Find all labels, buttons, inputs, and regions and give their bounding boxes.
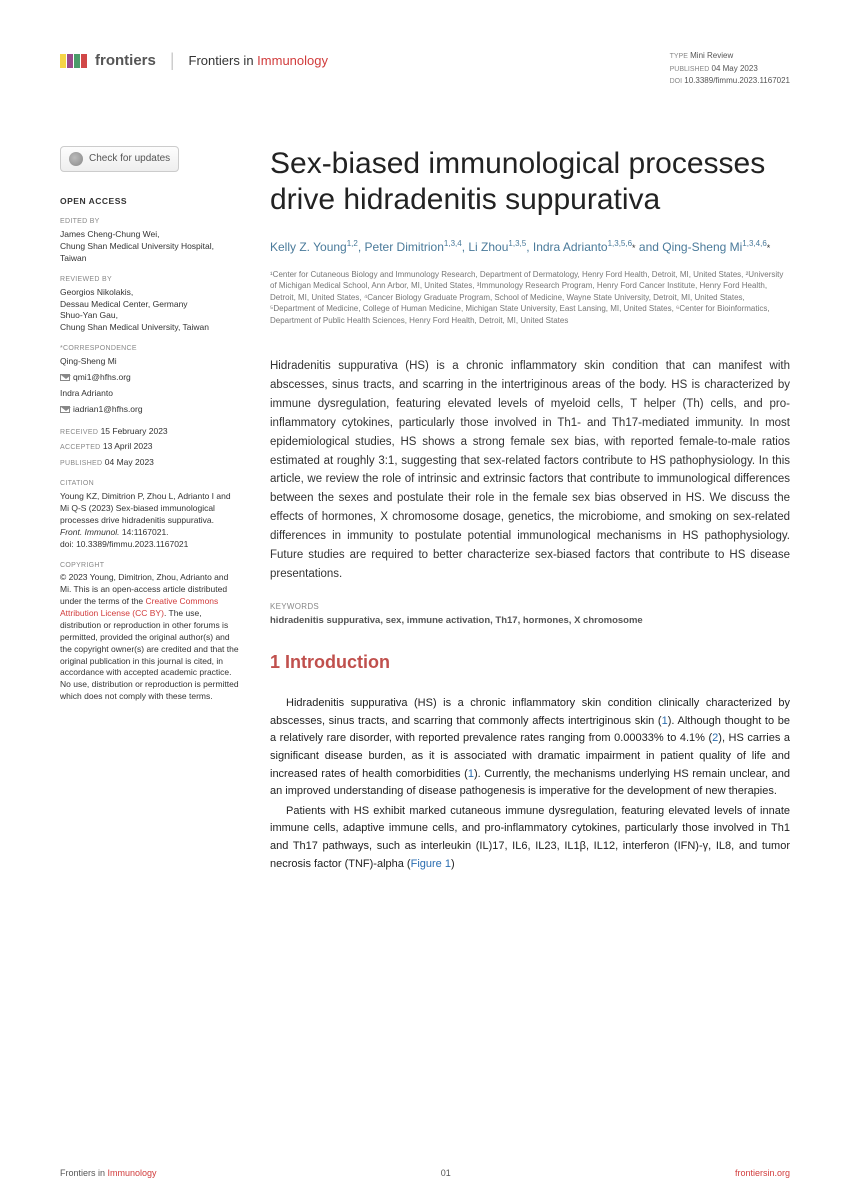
correspondent-1-name: Qing-Sheng Mi — [60, 356, 240, 368]
paragraph-1: Hidradenitis suppurativa (HS) is a chron… — [270, 695, 790, 801]
received-date: 15 February 2023 — [101, 426, 168, 436]
correspondent-2-email[interactable]: iadrian1@hfhs.org — [73, 404, 143, 414]
brand-block: frontiers | Frontiers in Immunology — [60, 50, 328, 71]
doi-value[interactable]: 10.3389/fimmu.2023.1167021 — [684, 76, 790, 85]
body-text: Hidradenitis suppurativa (HS) is a chron… — [270, 695, 790, 873]
open-access-heading: OPEN ACCESS — [60, 196, 240, 208]
authors-list: Kelly Z. Young1,2, Peter Dimitrion1,3,4,… — [270, 238, 790, 257]
page-number: 01 — [441, 1168, 451, 1178]
p2-post: ) — [451, 858, 455, 870]
reviewed-by-label: REVIEWED BY — [60, 275, 240, 285]
brand-name: frontiers — [95, 52, 156, 69]
citation-ref: 14:1167021. — [122, 527, 169, 537]
publication-meta: TYPE Mini Review PUBLISHED 04 May 2023 D… — [670, 50, 790, 88]
mail-icon — [60, 406, 70, 413]
page-header: frontiers | Frontiers in Immunology TYPE… — [60, 50, 790, 96]
refresh-icon — [69, 152, 83, 166]
footer-left: Frontiers in Immunology — [60, 1168, 157, 1178]
journal-suffix: Immunology — [257, 53, 328, 68]
correspondent-1-email[interactable]: qmi1@hfhs.org — [73, 372, 131, 382]
paragraph-2: Patients with HS exhibit marked cutaneou… — [270, 803, 790, 873]
affiliations: ¹Center for Cutaneous Biology and Immuno… — [270, 269, 790, 327]
type-value: Mini Review — [690, 51, 733, 60]
pub-date: 04 May 2023 — [105, 457, 154, 467]
correspondence-label: *CORRESPONDENCE — [60, 344, 240, 354]
type-label: TYPE — [670, 53, 688, 60]
check-updates-label: Check for updates — [89, 152, 170, 166]
footer-link[interactable]: frontiersin.org — [735, 1168, 790, 1178]
keywords-label: KEYWORDS — [270, 602, 790, 611]
abstract: Hidradenitis suppurativa (HS) is a chron… — [270, 357, 790, 585]
journal-prefix: Frontiers in — [189, 53, 258, 68]
keywords: hidradenitis suppurativa, sex, immune ac… — [270, 615, 790, 626]
published-value: 04 May 2023 — [712, 64, 758, 73]
reviewed-by: Georgios Nikolakis, Dessau Medical Cente… — [60, 287, 240, 335]
citation-doi: doi: 10.3389/fimmu.2023.1167021 — [60, 539, 188, 549]
footer-left-red: Immunology — [108, 1168, 157, 1178]
pub-label: PUBLISHED — [60, 460, 102, 467]
article-title: Sex-biased immunological processes drive… — [270, 146, 790, 218]
sidebar: Check for updates OPEN ACCESS EDITED BY … — [60, 146, 240, 876]
section-heading: 1 Introduction — [270, 652, 790, 673]
edited-by: James Cheng-Chung Wei, Chung Shan Medica… — [60, 229, 240, 265]
correspondent-2-name: Indra Adrianto — [60, 388, 240, 400]
mail-icon — [60, 374, 70, 381]
copyright-text: © 2023 Young, Dimitrion, Zhou, Adrianto … — [60, 572, 240, 703]
main-content: Sex-biased immunological processes drive… — [270, 146, 790, 876]
citation-text: Young KZ, Dimitrion P, Zhou L, Adrianto … — [60, 491, 240, 550]
citation-label: CITATION — [60, 479, 240, 489]
edited-by-label: EDITED BY — [60, 217, 240, 227]
page-footer: Frontiers in Immunology 01 frontiersin.o… — [60, 1168, 790, 1178]
journal-name: Frontiers in Immunology — [189, 53, 328, 68]
copyright-label: COPYRIGHT — [60, 561, 240, 571]
doi-label: DOI — [670, 78, 682, 85]
divider-icon: | — [170, 50, 175, 71]
citation-journal: Front. Immunol. — [60, 527, 120, 537]
copyright-post: . The use, distribution or reproduction … — [60, 608, 239, 701]
check-updates-button[interactable]: Check for updates — [60, 146, 179, 172]
received-label: RECEIVED — [60, 429, 98, 436]
citation-body: Young KZ, Dimitrion P, Zhou L, Adrianto … — [60, 491, 231, 525]
accepted-label: ACCEPTED — [60, 444, 101, 451]
frontiers-logo-icon — [60, 54, 87, 68]
published-label: PUBLISHED — [670, 66, 710, 73]
figure-ref[interactable]: Figure 1 — [411, 858, 451, 870]
footer-left-prefix: Frontiers in — [60, 1168, 108, 1178]
p2-pre: Patients with HS exhibit marked cutaneou… — [270, 805, 790, 870]
accepted-date: 13 April 2023 — [103, 441, 153, 451]
